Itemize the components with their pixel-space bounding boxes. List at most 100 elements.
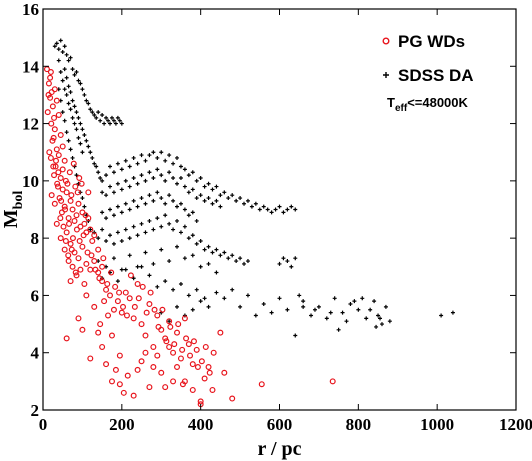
pg-wd-point (135, 295, 142, 302)
pg-wd-point (47, 154, 54, 161)
pg-wd-point (124, 372, 131, 379)
sdss-da-point (163, 213, 168, 218)
pg-wd-point (67, 240, 74, 247)
pg-wd-point (96, 275, 103, 282)
sdss-da-point (119, 267, 124, 272)
pg-wd-point (166, 318, 173, 325)
pg-wd-point (51, 172, 58, 179)
sdss-da-point (332, 296, 337, 301)
pg-wd-point (62, 238, 69, 245)
sdss-da-point (58, 38, 63, 43)
sdss-da-point (340, 310, 345, 315)
sdss-da-point (68, 107, 73, 112)
sdss-da-point (281, 256, 286, 261)
pg-wd-point (150, 364, 157, 371)
sdss-da-point (115, 204, 120, 209)
sdss-da-point (348, 302, 353, 307)
legend-note-teff: Teff<=48000K (387, 95, 469, 114)
sdss-da-point (60, 49, 65, 54)
pg-wd-point (79, 326, 86, 333)
sdss-da-point (111, 190, 116, 195)
sdss-da-point (167, 153, 172, 158)
sdss-da-point (202, 296, 207, 301)
sdss-da-point (230, 193, 235, 198)
sdss-da-point (379, 322, 384, 327)
sdss-da-point (356, 307, 361, 312)
sdss-da-point (171, 175, 176, 180)
pg-wd-point (205, 364, 212, 371)
pg-wd-point (103, 361, 110, 368)
sdss-da-point (194, 178, 199, 183)
sdss-da-point (131, 155, 136, 160)
sdss-da-point (74, 127, 79, 132)
sdss-da-point (119, 210, 124, 215)
pg-wd-point (67, 278, 74, 285)
sdss-da-point (108, 121, 113, 126)
pg-wd-point (79, 243, 86, 250)
pg-wd-point (73, 272, 80, 279)
sdss-da-point (115, 161, 120, 166)
sdss-da-point (66, 58, 71, 63)
pg-wd-point (51, 86, 58, 93)
pg-wd-point (209, 386, 216, 393)
pg-wd-point (61, 246, 68, 253)
pg-wd-point (81, 280, 88, 287)
x-tick-label: 800 (346, 415, 372, 434)
sdss-da-point (72, 121, 77, 126)
sdss-da-point (86, 101, 91, 106)
sdss-da-point (178, 175, 183, 180)
sdss-da-point (100, 227, 105, 232)
sdss-da-point (109, 115, 114, 120)
sdss-da-point (82, 133, 87, 138)
sdss-da-point (96, 170, 101, 175)
pg-wd-point (181, 378, 188, 385)
sdss-da-point (194, 196, 199, 201)
sdss-da-point (206, 304, 211, 309)
pg-wd-point (159, 306, 166, 313)
sdss-da-point (324, 316, 329, 321)
x-axis-title: r / pc (257, 438, 301, 460)
sdss-da-point (111, 256, 116, 261)
pg-wd-point (154, 312, 161, 319)
sdss-da-point (285, 259, 290, 264)
x-tick-label: 1000 (420, 415, 454, 434)
pg-wd-point (81, 220, 88, 227)
sdss-da-point (131, 224, 136, 229)
pg-wd-point (118, 309, 125, 316)
sdss-da-point (147, 218, 152, 223)
pg-wd-point (45, 91, 52, 98)
pg-wd-point (170, 349, 177, 356)
sdss-da-point (376, 313, 381, 318)
legend-marker-pg-wds (382, 37, 390, 45)
pg-wd-point (58, 197, 65, 204)
sdss-da-point (113, 121, 118, 126)
y-axis-title-sub: bol (11, 191, 26, 210)
pg-wd-point (67, 197, 74, 204)
sdss-da-point (108, 184, 113, 189)
pg-wd-point (116, 289, 123, 296)
sdss-da-point (218, 253, 223, 258)
sdss-da-point (175, 218, 180, 223)
sdss-da-point (111, 170, 116, 175)
sdss-da-point (261, 204, 266, 209)
pg-wd-point (57, 132, 64, 139)
sdss-da-point (96, 110, 101, 115)
sdss-da-point (84, 138, 89, 143)
sdss-da-point (60, 110, 65, 115)
sdss-da-point (74, 110, 79, 115)
sdss-da-point (151, 198, 156, 203)
pg-wd-point (177, 355, 184, 362)
pg-wd-point (75, 315, 82, 322)
sdss-da-point (119, 187, 124, 192)
sdss-da-point (139, 221, 144, 226)
sdss-da-point (80, 127, 85, 132)
sdss-da-point (104, 216, 109, 221)
sdss-da-point (135, 264, 140, 269)
pg-wd-point (70, 160, 77, 167)
sdss-da-point (143, 230, 148, 235)
sdss-da-point (285, 207, 290, 212)
sdss-da-point (364, 316, 369, 321)
sdss-da-point (139, 153, 144, 158)
pg-wd-point (71, 249, 78, 256)
pg-wd-point (57, 235, 64, 242)
